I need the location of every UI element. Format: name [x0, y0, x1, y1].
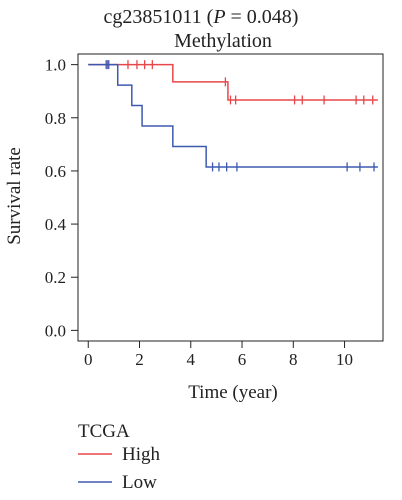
series-layer — [88, 60, 378, 172]
y-tick-label: 1.0 — [45, 56, 66, 75]
x-tick-label: 10 — [336, 350, 353, 369]
chart-subtitle: Methylation — [174, 30, 272, 52]
x-tick-label: 8 — [289, 350, 298, 369]
y-tick-label: 0.0 — [45, 321, 66, 340]
legend-title: TCGA — [78, 421, 130, 442]
plot-frame — [77, 53, 384, 342]
y-tick-label: 0.4 — [45, 215, 67, 234]
y-tick-label: 0.2 — [45, 268, 66, 287]
chart-title: cg23851011 (P = 0.048) — [104, 6, 299, 28]
legend-label-low: Low — [122, 472, 157, 493]
x-tick-label: 4 — [187, 350, 196, 369]
legend-label-high: High — [122, 444, 161, 465]
series-low — [88, 60, 378, 172]
x-tick-label: 6 — [238, 350, 247, 369]
x-tick-label: 2 — [135, 350, 144, 369]
survival-curve-low — [88, 63, 378, 168]
series-high — [88, 60, 378, 105]
x-tick-label: 0 — [84, 350, 93, 369]
y-axis-label: Survival rate — [4, 147, 25, 245]
y-tick-label: 0.6 — [45, 162, 66, 181]
x-axis-label: Time (year) — [188, 382, 278, 403]
axes: 0 2 4 6 8 10 0.0 0.2 0.4 0.6 0.8 1.0 — [45, 53, 384, 369]
y-tick-label: 0.8 — [45, 109, 66, 128]
survival-curve-high — [88, 63, 378, 101]
legend: TCGA High Low — [78, 421, 161, 493]
